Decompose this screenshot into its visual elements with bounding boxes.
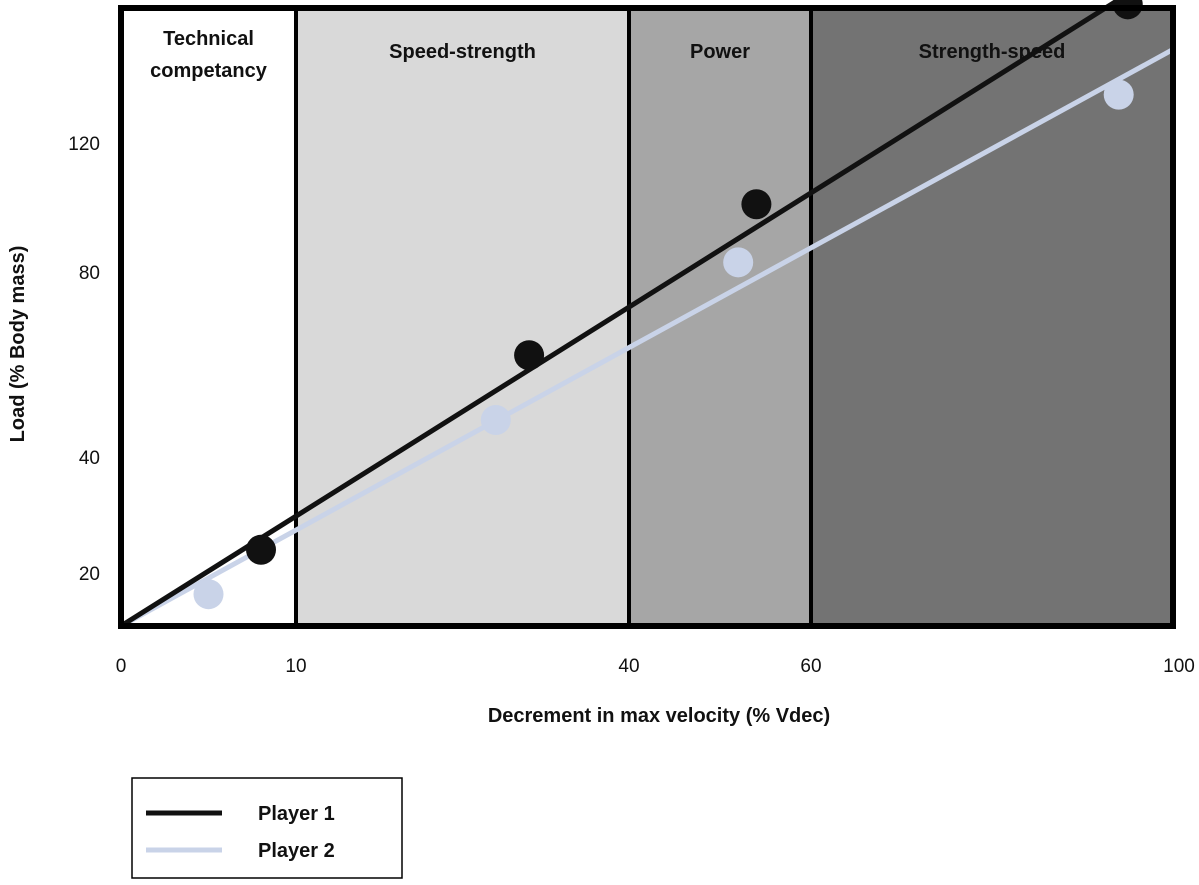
point-player-2-3 <box>723 247 754 278</box>
legend-label-player-1: Player 1 <box>258 803 335 825</box>
x-tick-label: 0 <box>116 656 127 677</box>
y-tick-label: 40 <box>79 448 100 469</box>
band-labels-layer: Technical competancy Speed-strength Power St… <box>150 28 1065 82</box>
legend-box <box>131 777 403 879</box>
x-axis-ticks: 0 10 40 60 100 <box>116 656 1195 677</box>
y-tick-label: 120 <box>68 134 100 155</box>
y-axis-title: Load (% Body mass) <box>7 246 29 443</box>
x-tick-label: 40 <box>618 656 639 677</box>
band-label-power: Power <box>690 41 750 63</box>
point-player-2-1 <box>193 579 224 610</box>
legend-label-player-2: Player 2 <box>258 840 335 862</box>
band-label-technical-competancy: Technical competancy <box>150 28 268 82</box>
x-axis-title: Decrement in max velocity (% Vdec) <box>488 705 830 727</box>
legend: Player 1 Player 2 <box>131 777 403 879</box>
band-label-speed-strength: Speed-strength <box>389 41 536 63</box>
x-tick-label: 100 <box>1163 656 1195 677</box>
point-player-2-4 <box>1103 79 1134 110</box>
bands-layer <box>121 8 1173 626</box>
lines-layer <box>119 0 1175 629</box>
x-tick-label: 10 <box>285 656 306 677</box>
point-player-1-2 <box>514 340 545 371</box>
x-tick-label: 60 <box>800 656 821 677</box>
band-speed-strength <box>296 8 629 626</box>
point-player-1-1 <box>246 534 276 565</box>
band-technical-competancy <box>121 8 296 626</box>
y-tick-label: 20 <box>79 564 100 585</box>
series-line-player-2 <box>119 47 1175 629</box>
y-tick-label: 80 <box>79 263 100 284</box>
band-strength-speed <box>811 8 1173 626</box>
band-label-strength-speed: Strength-speed <box>919 41 1066 63</box>
y-axis-ticks: 20 40 80 120 <box>68 134 100 585</box>
points-layer <box>193 0 1143 610</box>
series-line-player-1 <box>119 0 1123 629</box>
band-power <box>629 8 811 626</box>
plot-frame <box>118 5 1176 629</box>
point-player-1-3 <box>741 189 772 220</box>
point-player-2-2 <box>480 405 511 435</box>
